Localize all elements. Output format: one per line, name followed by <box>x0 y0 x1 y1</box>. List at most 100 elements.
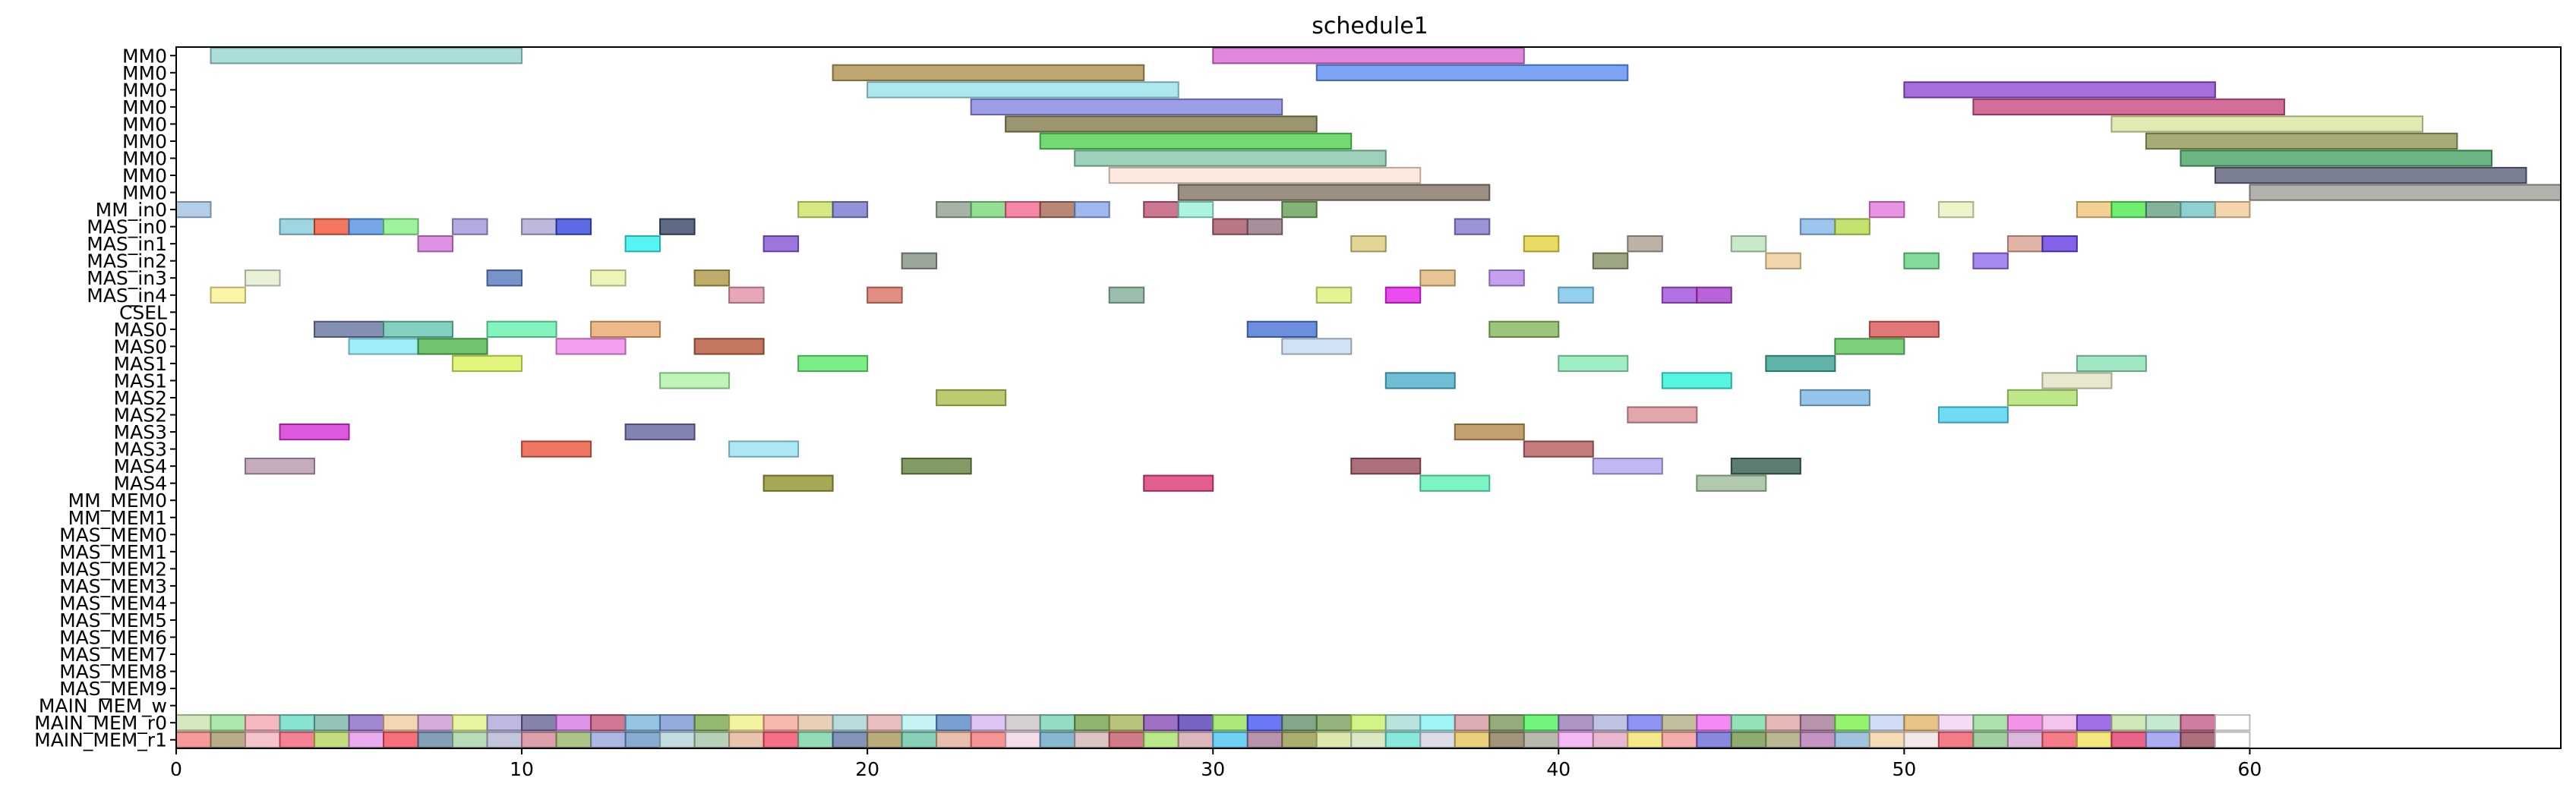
y-tick-label: MAS_in4 <box>87 285 167 307</box>
task-bar <box>555 338 627 355</box>
y-tick-label: MAIN_MEM_w <box>39 695 167 717</box>
y-tick-label: MM0 <box>122 45 167 67</box>
task-bar <box>1246 320 1318 338</box>
memory-slot-bar <box>1523 731 1560 748</box>
task-bar <box>452 354 523 373</box>
task-bar <box>970 200 1007 219</box>
memory-slot-bar <box>1523 714 1560 732</box>
task-bar <box>832 64 1145 81</box>
task-bar <box>797 354 869 373</box>
task-bar <box>383 218 419 235</box>
task-bar <box>210 286 247 304</box>
task-bar <box>1419 474 1491 492</box>
memory-slot-bar <box>2076 714 2113 732</box>
memory-slot-bar <box>2110 714 2147 732</box>
memory-slot-bar <box>417 714 454 732</box>
task-bar <box>1039 132 1353 150</box>
task-bar <box>1523 440 1594 458</box>
memory-slot-bar <box>245 714 281 732</box>
memory-slot-bar <box>314 714 350 732</box>
memory-slot-bar <box>797 731 834 748</box>
y-tick-label: MM0 <box>122 113 167 135</box>
task-bar <box>417 338 488 355</box>
y-tick-label: MM_MEM1 <box>68 507 167 529</box>
y-tick-label: MM_in0 <box>96 199 167 221</box>
memory-slot-bar <box>1696 731 1732 748</box>
task-bar <box>1592 252 1629 269</box>
task-bar <box>1696 474 1767 492</box>
memory-slot-bar <box>2214 731 2251 748</box>
memory-slot-bar <box>1212 731 1249 748</box>
memory-slot-bar <box>1765 731 1801 748</box>
task-bar <box>1281 338 1353 355</box>
memory-slot-bar <box>1868 714 1905 732</box>
memory-slot-bar <box>1212 714 1249 732</box>
memory-slot-bar <box>728 731 765 748</box>
task-bar <box>1108 166 1422 184</box>
task-bar <box>1315 64 1629 81</box>
y-tick-label: MM0 <box>122 96 167 118</box>
task-bar <box>1834 338 1905 355</box>
memory-slot-bar <box>1005 714 1041 732</box>
task-bar <box>901 252 938 269</box>
memory-slot-bar <box>1143 731 1179 748</box>
memory-slot-bar <box>832 714 869 732</box>
memory-slot-bar <box>452 731 488 748</box>
task-bar <box>832 200 869 219</box>
y-tick-label: MAS_MEM3 <box>59 575 167 597</box>
task-bars <box>175 47 2562 748</box>
memory-slot-bar <box>693 714 731 732</box>
task-bar <box>1074 150 1387 167</box>
memory-slot-bar <box>762 731 800 748</box>
task-bar <box>245 458 316 475</box>
chart-title: schedule1 <box>1312 13 1428 39</box>
task-bar <box>693 269 731 287</box>
task-bar <box>1903 252 1940 269</box>
memory-slot-bar <box>1661 731 1698 748</box>
memory-slot-bar <box>1454 714 1491 732</box>
memory-slot-bar <box>486 731 523 748</box>
y-tick-label: MM0 <box>122 79 167 101</box>
task-bar <box>1696 286 1732 304</box>
task-bar <box>555 218 592 235</box>
task-bar <box>1903 81 2216 99</box>
memory-slot-bar <box>245 731 281 748</box>
memory-slot-bar <box>1005 731 1041 748</box>
task-bar <box>348 218 385 235</box>
task-bar <box>867 81 1179 99</box>
memory-slot-bar <box>1799 731 1836 748</box>
memory-slot-bar <box>1074 731 1110 748</box>
memory-slot-bar <box>1834 714 1870 732</box>
task-bar <box>175 200 212 219</box>
task-bar <box>867 286 903 304</box>
memory-slot-bar <box>901 731 938 748</box>
y-tick-label: MAS0 <box>114 335 167 357</box>
memory-slot-bar <box>1972 714 2009 732</box>
memory-slot-bar <box>1384 731 1422 748</box>
x-tick-label: 20 <box>855 758 879 780</box>
memory-slot-bar <box>383 731 419 748</box>
task-bar <box>936 200 972 219</box>
task-bar <box>1488 320 1560 338</box>
memory-slot-bar <box>1281 714 1318 732</box>
memory-slot-bar <box>1108 731 1145 748</box>
y-tick-label: MM0 <box>122 147 167 169</box>
memory-slot-bar <box>1246 731 1283 748</box>
memory-slot-bar <box>1350 731 1387 748</box>
y-tick-label: MAS_MEM8 <box>59 661 167 683</box>
task-bar <box>452 218 488 235</box>
task-bar <box>590 320 661 338</box>
y-tick-label: MM0 <box>122 131 167 153</box>
y-tick-label: MAS_MEM7 <box>59 644 167 666</box>
y-tick-label: MAS_MEM5 <box>59 609 167 631</box>
y-tick-label: MAS2 <box>114 387 167 409</box>
memory-slot-bar <box>1903 731 1940 748</box>
memory-slot-bar <box>1454 731 1491 748</box>
task-bar <box>728 440 800 458</box>
memory-slot-bar <box>1281 731 1318 748</box>
task-bar <box>1558 286 1594 304</box>
x-tick-label: 30 <box>1201 758 1225 780</box>
task-bar <box>314 320 385 338</box>
task-bar <box>1246 218 1283 235</box>
y-tick-label: MAS_in2 <box>87 250 167 272</box>
